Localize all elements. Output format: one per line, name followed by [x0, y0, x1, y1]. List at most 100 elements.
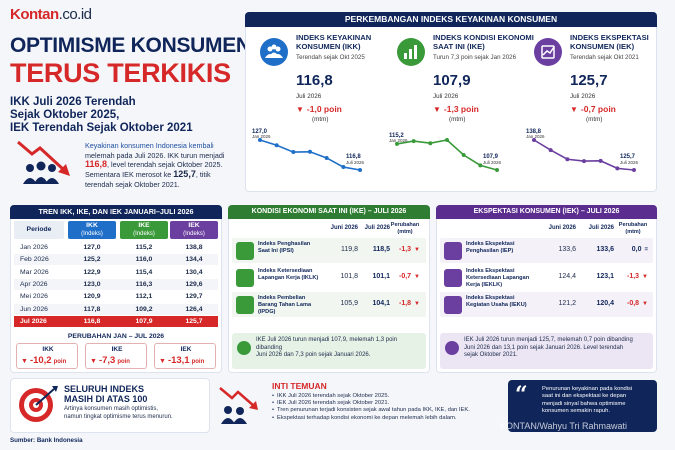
down-arrow-icon: ▼ [642, 274, 648, 280]
table-cell: 120,9 [83, 293, 101, 301]
down-arrow-icon: ▼ [433, 105, 441, 114]
start-month-label: Jan 2026 [526, 134, 545, 139]
brand-logo: Kontan.co.id [10, 6, 92, 23]
table-header-label: IKK [86, 222, 98, 229]
panel-change-value: -0,7 ▼ [386, 273, 420, 280]
table-cell: 117,8 [83, 305, 101, 313]
change-unit: poin [53, 359, 67, 365]
panel-jun-value: 119,8 [341, 246, 358, 253]
panel-note: IKE Juli 2026 turun menjadi 107,9, melem… [256, 337, 424, 360]
table-header-unit: (Indeks) [133, 231, 155, 237]
panel-jun-value: 105,9 [340, 300, 358, 307]
end-month-label: Juli 2026 [620, 160, 639, 165]
people-icon [260, 38, 288, 66]
indicator-change-value: -1,3 poin [443, 104, 479, 114]
bullet-icon: • [272, 407, 275, 414]
panel-jul-value: 133,6 [596, 246, 614, 253]
indicator-title-line: KONSUMEN (IKK) [296, 42, 361, 51]
table-cell: Jul 2026 [20, 317, 47, 325]
iek-panel-title: EKSPEKTASI KONSUMEN (IEK) – JULI 2026 [436, 205, 657, 219]
change-value: ▼ -10,2 poin [21, 355, 66, 366]
watermark: KONTAN/Wahyu Tri Rahmawati [500, 421, 628, 431]
ike-panel-title: KONDISI EKONOMI SAAT INI (IKE) – JULI 20… [228, 205, 430, 219]
panel-change-header-line: (mtm) [397, 229, 413, 235]
start-value-label: 138,8 [526, 129, 542, 135]
target-icon [19, 386, 58, 422]
findings-list: • IKK Juli 2026 terendah sejak Oktober 20… [272, 393, 502, 422]
indicator-since: Turun 7,3 poin sejak Jan 2026 [433, 54, 517, 61]
panel-column-header: Juli 2026 [364, 225, 390, 231]
bullet-icon: • [272, 400, 275, 407]
panel-change-value: -0,8 ▼ [614, 300, 648, 307]
panel-jul-value: 118,5 [372, 246, 390, 253]
table-cell: Feb 2026 [20, 256, 49, 264]
data-point [395, 141, 399, 146]
indicator-card: INDEKS EKSPEKTASI KONSUMEN (IEK) Terendah … [522, 28, 654, 188]
equal-icon: = [644, 247, 648, 253]
change-number: -13,1 [167, 355, 190, 366]
indicator-title-line: SAAT INI (IKE) [433, 42, 485, 51]
data-point [308, 149, 312, 154]
indicator-title: INDEKS KONDISI EKONOMI SAAT INI (IKE) [433, 33, 543, 51]
quote-box [508, 380, 657, 432]
down-arrow-icon: ▼ [296, 105, 304, 114]
finding-item: • IKK Juli 2026 terendah sejak Oktober 20… [272, 393, 502, 400]
panel-change-number: -1,3 [398, 246, 412, 253]
panel-jun-value: 133,6 [558, 246, 576, 253]
data-point [274, 143, 279, 148]
panel-row-label-line: Indeks Ekspektasi [466, 295, 515, 301]
panel-row-label: Indeks Ketersediaan Lapangan Kerja (IKLK) [258, 268, 324, 282]
panel-change-number: -0,8 [626, 300, 640, 307]
data-point [324, 155, 329, 160]
panel-change-value: -1,3 ▼ [614, 273, 648, 280]
data-point [615, 166, 620, 171]
panel-note-line: Juni 2026 dan 13,1 poin sejak Januari 20… [464, 344, 624, 351]
indicator-change-value: -0,7 poin [580, 104, 616, 114]
panel-column-header: Juni 2026 [330, 225, 358, 231]
panel-change-header: Perubahan (mtm) [616, 222, 650, 236]
table-cell: 115,2 [135, 244, 153, 251]
panel-jul-value: 101,1 [372, 273, 390, 280]
table-cell: 129,7 [185, 293, 203, 301]
panel-row [440, 238, 653, 263]
panel-row-label-line: Indeks Pembelian [258, 295, 306, 301]
down-arrow-icon: ▼ [414, 247, 420, 253]
table-cell: 109,2 [135, 305, 153, 313]
panel-row-label: Indeks Ekspektasi Penghasilan (IEP) [466, 241, 532, 255]
table-cell: 116,0 [135, 256, 153, 264]
indicator-change: ▼ -1,3 poin [433, 104, 479, 114]
table-header: IKE (Indeks) [120, 221, 168, 239]
trend-table-title: TREN IKK, IKE, DAN IEK JANUARI–JULI 2026 [10, 205, 222, 219]
end-value-label: 125,7 [620, 154, 636, 160]
table-cell: 130,4 [185, 268, 203, 276]
panel-change-value: -1,3 ▼ [386, 246, 420, 253]
data-point [495, 168, 499, 172]
table-cell: Mar 2026 [20, 268, 49, 276]
change-box: IEK ▼ -13,1 poin [154, 343, 216, 369]
data-point [478, 163, 483, 168]
table-row [14, 254, 218, 266]
data-point [582, 159, 586, 164]
panel-row [440, 265, 653, 290]
data-point [428, 141, 433, 146]
panel-row [232, 238, 426, 263]
findings-title: INTI TEMUAN [272, 381, 327, 391]
change-value: ▼ -7,3 poin [90, 355, 130, 366]
start-value-label: 127,0 [252, 129, 268, 135]
table-row [14, 278, 218, 290]
panel-column-header: Juli 2026 [588, 225, 614, 231]
panel-jun-value: 101,8 [340, 273, 358, 280]
table-row [14, 242, 218, 253]
start-month-label: Jan 2026 [252, 134, 271, 139]
decline-people-icon [17, 140, 70, 184]
table-header-unit: (Indeks) [81, 231, 103, 237]
table-cell: 123,0 [83, 280, 101, 288]
panel-note-line: IEK Juli 2026 turun menjadi 125,7, melem… [464, 337, 633, 343]
panel-jun-value: 121,2 [558, 300, 576, 307]
table-cell: 125,7 [185, 317, 203, 325]
wallet-icon [236, 242, 254, 260]
shopping-icon [236, 296, 254, 314]
panel-row-label-line: Indeks Penghasilan [258, 241, 311, 247]
table-row [14, 291, 218, 303]
